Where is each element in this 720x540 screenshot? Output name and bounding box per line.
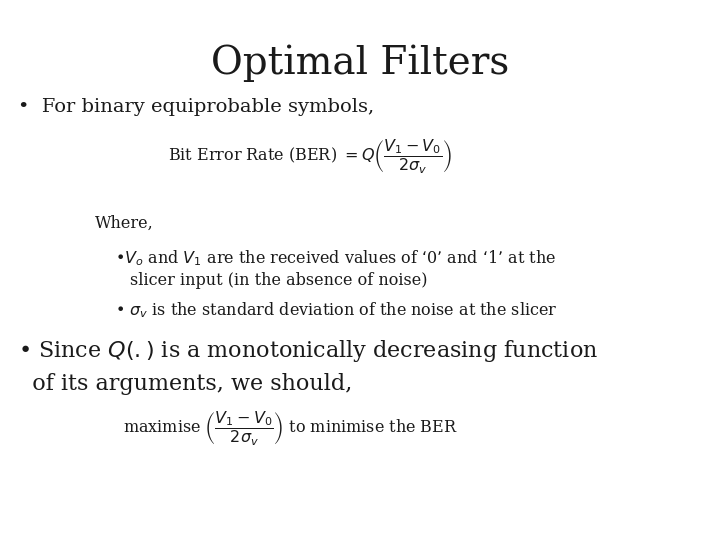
Text: •$V_o$ and $V_1$ are the received values of ‘0’ and ‘1’ at the: •$V_o$ and $V_1$ are the received values… xyxy=(115,248,556,268)
Text: • $\sigma_v$ is the standard deviation of the noise at the slicer: • $\sigma_v$ is the standard deviation o… xyxy=(115,300,557,320)
Text: •  For binary equiprobable symbols,: • For binary equiprobable symbols, xyxy=(18,98,374,116)
Text: Where,: Where, xyxy=(95,215,154,232)
Text: of its arguments, we should,: of its arguments, we should, xyxy=(18,373,352,395)
Text: Bit Error Rate (BER) $= Q\left(\dfrac{V_1 -V_0}{2\sigma_v}\right)$: Bit Error Rate (BER) $= Q\left(\dfrac{V_… xyxy=(168,138,452,177)
Text: • Since $Q(.)$ is a monotonically decreasing function: • Since $Q(.)$ is a monotonically decrea… xyxy=(18,338,598,364)
Text: maximise $\left(\dfrac{V_1 -V_0}{2\sigma_v}\right)$ to minimise the BER: maximise $\left(\dfrac{V_1 -V_0}{2\sigma… xyxy=(122,410,457,448)
Text: Optimal Filters: Optimal Filters xyxy=(211,45,509,83)
Text: slicer input (in the absence of noise): slicer input (in the absence of noise) xyxy=(130,272,428,289)
